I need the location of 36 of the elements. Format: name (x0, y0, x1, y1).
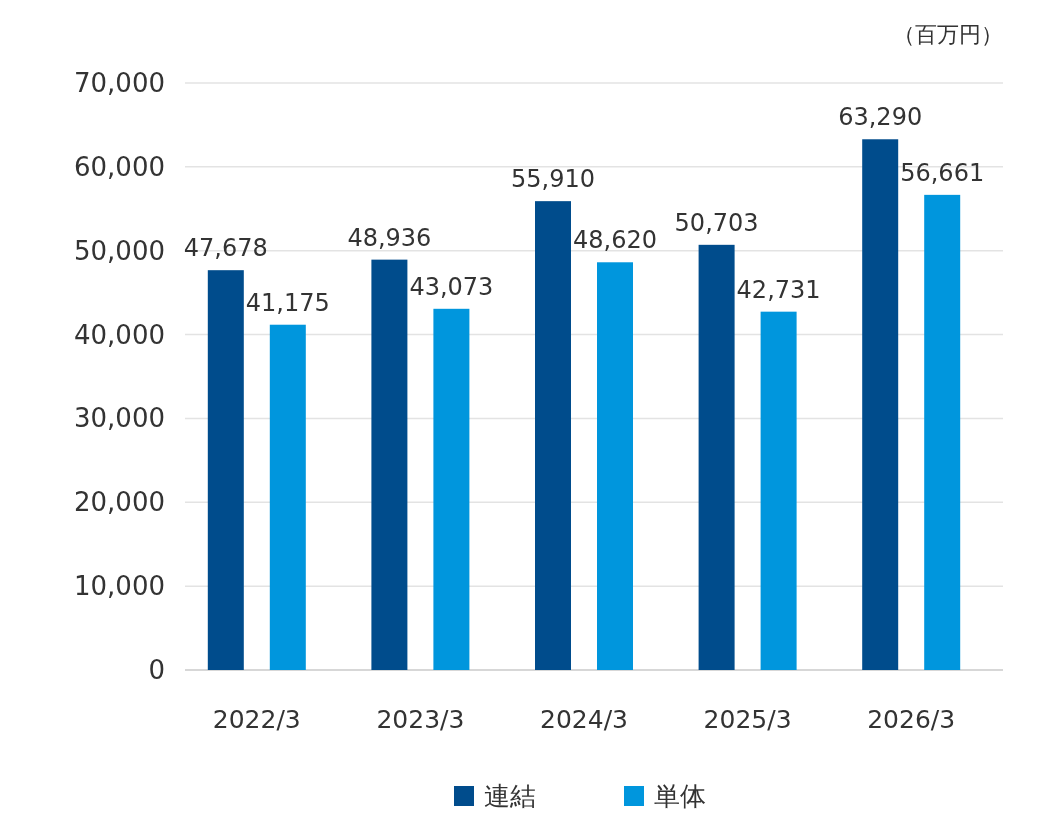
x-tick-label: 2022/3 (212, 705, 301, 734)
x-tick-label: 2025/3 (703, 705, 792, 734)
data-label: 48,936 (347, 223, 432, 252)
bar (269, 324, 306, 670)
data-label: 42,731 (736, 275, 821, 304)
y-tick-label: 20,000 (74, 487, 165, 518)
y-tick-label: 70,000 (74, 68, 165, 98)
data-label: 56,661 (900, 158, 985, 187)
data-label: 63,290 (838, 103, 923, 132)
data-label: 41,175 (245, 288, 330, 317)
y-tick-label: 30,000 (74, 403, 165, 434)
bar (371, 259, 408, 670)
bar (433, 308, 470, 670)
text: （百万円） (893, 22, 1003, 47)
data-label: 48,620 (573, 226, 657, 255)
bar (698, 244, 735, 670)
bar (760, 311, 797, 670)
x-tick-label: 2023/3 (376, 705, 465, 734)
x-tick-label: 2026/3 (867, 705, 956, 734)
data-label: 55,910 (511, 165, 595, 194)
y-tick-label: 50,000 (74, 235, 165, 266)
bar (924, 194, 961, 670)
bar (207, 270, 244, 670)
y-tick-label: 0 (148, 655, 165, 685)
y-tick-label: 60,000 (74, 151, 165, 182)
bar (535, 201, 571, 670)
y-tick-label: 40,000 (74, 319, 165, 350)
bar (862, 139, 899, 670)
legend-label: 連結 (484, 781, 536, 811)
bar (597, 262, 633, 670)
data-label: 47,678 (183, 234, 268, 263)
x-tick-label: 2024/3 (540, 705, 628, 734)
legend-label: 単体 (654, 781, 706, 811)
y-tick-label: 10,000 (74, 571, 165, 602)
data-label: 50,703 (674, 208, 759, 237)
data-label: 43,073 (409, 272, 494, 301)
